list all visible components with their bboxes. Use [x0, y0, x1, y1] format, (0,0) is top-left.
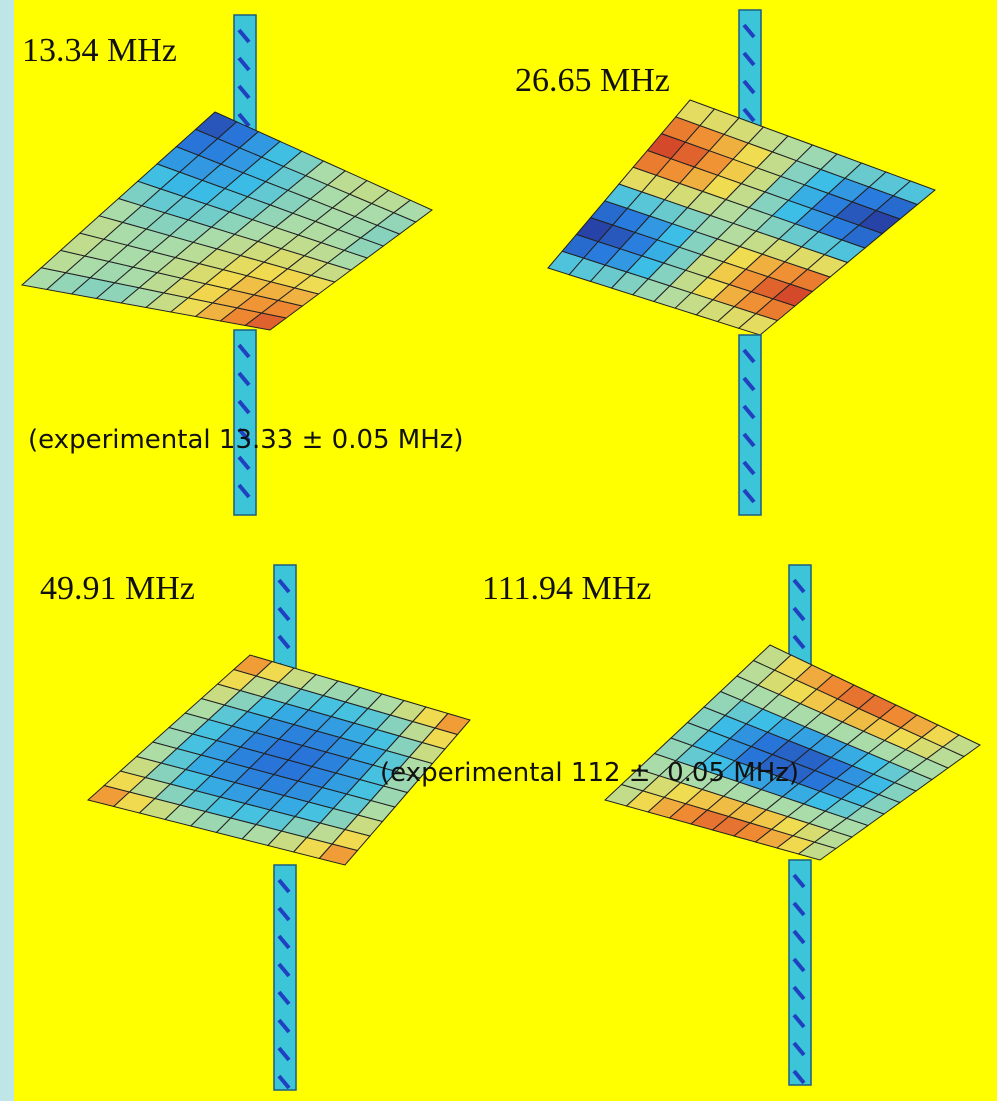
slide: 13.34 MHz 26.65 MHz 49.91 MHz 111.94 MHz…: [0, 0, 997, 1101]
experimental-note: (experimental 112 ± 0.05 MHz): [380, 758, 799, 788]
frequency-label: 49.91 MHz: [40, 570, 195, 608]
beam: [739, 335, 761, 515]
beam: [234, 330, 256, 515]
experimental-note: (experimental 13.33 ± 0.05 MHz): [28, 425, 464, 455]
frequency-label: 26.65 MHz: [515, 62, 670, 100]
frequency-label: 111.94 MHz: [482, 570, 651, 608]
frequency-label: 13.34 MHz: [22, 32, 177, 70]
mode-shapes: [0, 0, 997, 1101]
